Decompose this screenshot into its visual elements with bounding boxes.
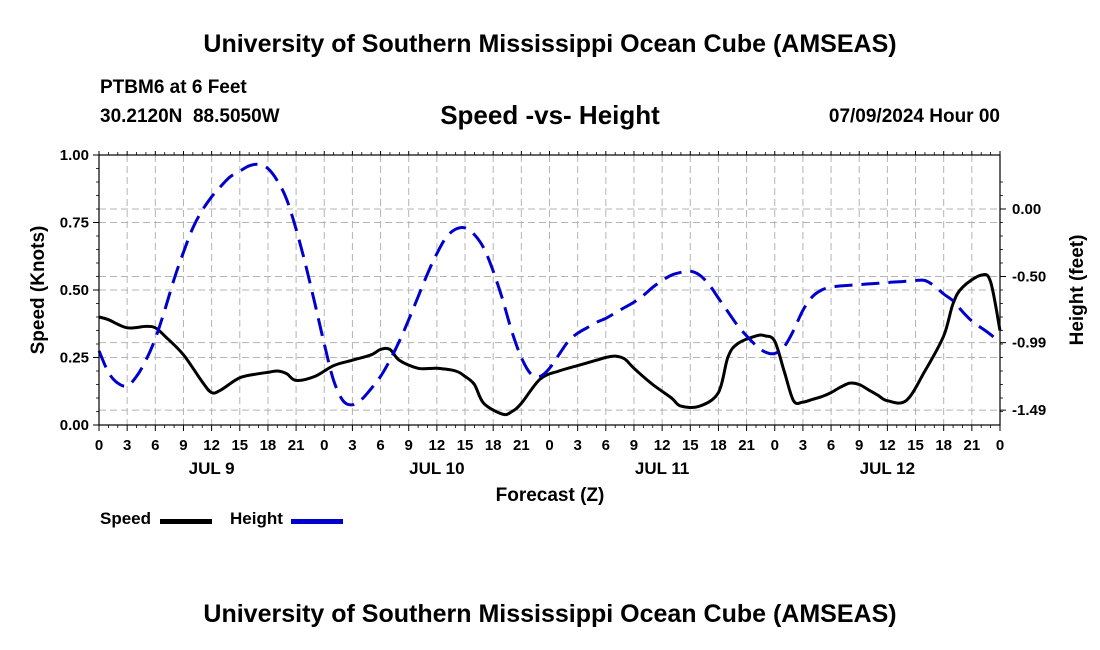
series-layer [97, 162, 1002, 417]
y-tick-label: 0.50 [60, 282, 89, 299]
day-label: JUL 11 [635, 459, 690, 478]
legend-speed-swatch [160, 519, 212, 524]
x-tick-label: 12 [203, 437, 220, 454]
x-tick-label: 9 [855, 437, 863, 454]
y2-tick-label: 0.00 [1012, 201, 1041, 218]
x-axis-label: Forecast (Z) [496, 485, 605, 506]
y2-axis-label: Height (feet) [1067, 235, 1088, 346]
legend-speed-label: Speed [100, 509, 152, 528]
x-tick-label: 6 [376, 437, 384, 454]
grid [99, 155, 1000, 425]
speed-height-chart: Speed -vs- Height 0 3 6 9 12 15 18 21 0 3 6 9 12 15 18… [28, 100, 1088, 506]
x-tick-label: 12 [429, 437, 446, 454]
x-tick-label: 18 [260, 437, 277, 454]
x-tick-label: 6 [602, 437, 610, 454]
y2-tick-label: -0.99 [1012, 335, 1046, 352]
legend: Speed [100, 509, 151, 529]
x-tick-label: 0 [771, 437, 779, 454]
x-tick-label: 15 [682, 437, 699, 454]
x-tick-label: 3 [799, 437, 807, 454]
y-tick-label: 1.00 [60, 147, 89, 164]
x-tick-label: 15 [457, 437, 474, 454]
x-tick-label: 18 [710, 437, 727, 454]
x-tick-label: 9 [405, 437, 413, 454]
x-tick-label: 21 [513, 437, 530, 454]
x-tick-label: 9 [179, 437, 187, 454]
x-tick-label: 15 [231, 437, 248, 454]
x-tick-label: 12 [879, 437, 896, 454]
x-tick-label: 6 [151, 437, 159, 454]
x-tick-label: 12 [654, 437, 671, 454]
x-tick-label: 0 [996, 437, 1004, 454]
x-tick-label: 0 [545, 437, 553, 454]
footer-title: University of Southern Mississippi Ocean… [203, 600, 897, 628]
x-tick-label: 18 [485, 437, 502, 454]
day-label: JUL 9 [189, 459, 235, 478]
x-tick-label: 21 [738, 437, 755, 454]
y-tick-label: 0.25 [60, 350, 89, 367]
chart-title: Speed -vs- Height [440, 100, 660, 130]
x-tick-label: 3 [573, 437, 581, 454]
y-axis-label: Speed (Knots) [28, 226, 49, 355]
day-label: JUL 12 [860, 459, 915, 478]
x-tick-label: 21 [288, 437, 305, 454]
x-tick-label: 3 [123, 437, 131, 454]
x-tick-label: 15 [907, 437, 924, 454]
x-tick-label: 6 [827, 437, 835, 454]
y2-tick-label: -0.50 [1012, 269, 1046, 286]
series-line-height [97, 162, 1001, 407]
x-tick-label: 18 [935, 437, 952, 454]
series-line-speed [98, 272, 1002, 417]
y2-tick-label: -1.49 [1012, 402, 1046, 419]
day-label: JUL 10 [409, 459, 464, 478]
coordinates-label: 30.2120N 88.5050W [100, 106, 280, 127]
x-tick-label: 9 [630, 437, 638, 454]
x-tick-label: 0 [320, 437, 328, 454]
y-tick-label: 0.00 [60, 417, 89, 434]
datetime-label: 07/09/2024 Hour 00 [828, 106, 1000, 127]
legend-height-label: Height [230, 509, 283, 528]
x-tick-label: 3 [348, 437, 356, 454]
x-tick-label: 21 [964, 437, 981, 454]
page-title: University of Southern Mississippi Ocean… [203, 30, 897, 58]
x-tick-label: 0 [95, 437, 103, 454]
station-label: PTBM6 at 6 Feet [100, 77, 247, 98]
axes: 0 3 6 9 12 15 18 21 0 3 6 9 12 15 18 21 0 3 6 9 12 15 18 21 0 3 6 9… [60, 147, 1046, 478]
legend-height-swatch [291, 519, 343, 524]
y-tick-label: 0.75 [60, 215, 89, 232]
